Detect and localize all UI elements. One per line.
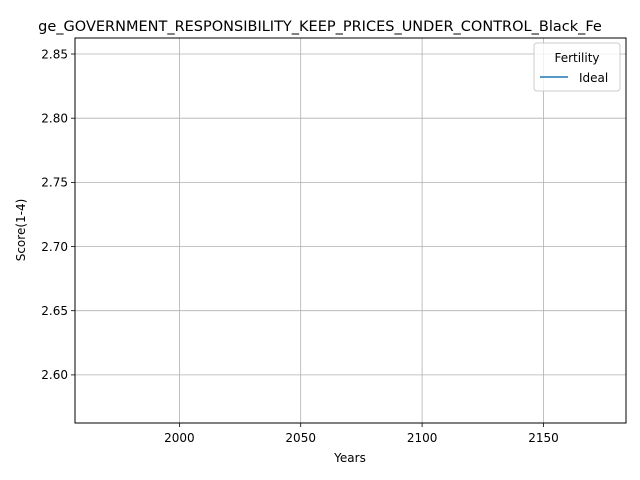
- x-tick-label: 2050: [285, 431, 316, 445]
- x-axis-label: Years: [333, 451, 366, 465]
- x-tick-label: 2100: [407, 431, 438, 445]
- y-tick-label: 2.65: [41, 304, 68, 318]
- y-tick-label: 2.85: [41, 47, 68, 61]
- y-axis-label: Score(1-4): [14, 199, 28, 262]
- y-tick-label: 2.70: [41, 240, 68, 254]
- legend-box: [533, 42, 621, 92]
- plot-frame: [74, 37, 627, 424]
- x-axis-ticks: 2000 2050 2100 2150: [164, 423, 559, 445]
- legend-label-ideal: Ideal: [579, 71, 608, 85]
- x-tick-label: 2150: [528, 431, 559, 445]
- grid-lines: [75, 38, 626, 423]
- y-tick-label: 2.75: [41, 176, 68, 190]
- chart-title: ge_GOVERNMENT_RESPONSIBILITY_KEEP_PRICES…: [38, 19, 602, 35]
- y-axis-ticks: 2.60 2.65 2.70 2.75 2.80 2.85: [41, 47, 75, 382]
- legend-title: Fertility: [554, 51, 599, 65]
- y-tick-label: 2.60: [41, 368, 68, 382]
- y-tick-label: 2.80: [41, 112, 68, 126]
- x-tick-label: 2000: [164, 431, 195, 445]
- legend: Fertility Ideal: [533, 42, 621, 92]
